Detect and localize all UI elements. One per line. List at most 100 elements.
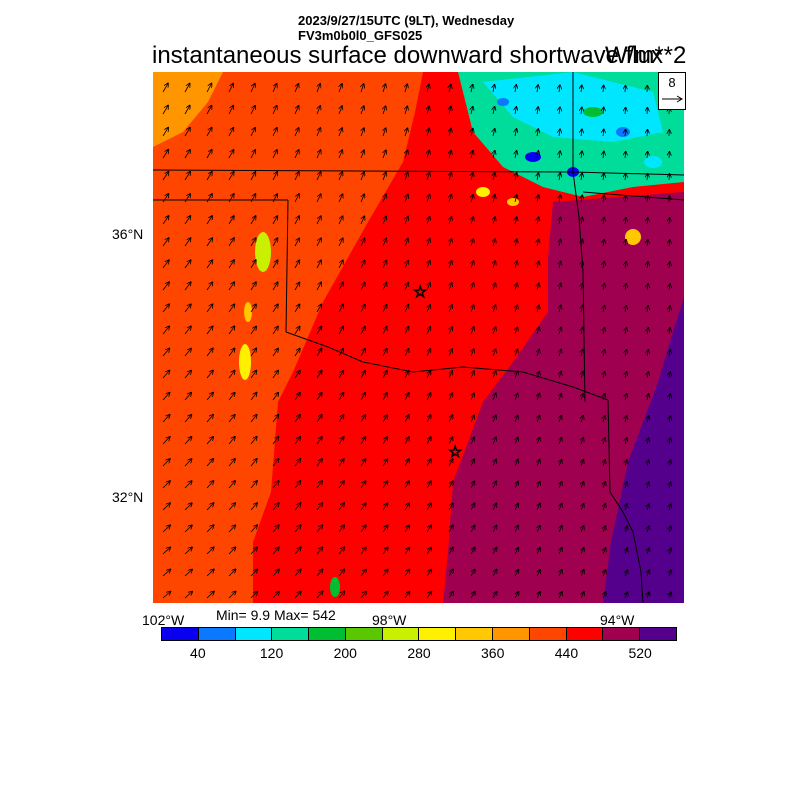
wind-arrow (338, 437, 344, 445)
wind-arrow (317, 84, 320, 93)
wind-arrow (625, 306, 626, 313)
wind-arrow (427, 371, 431, 379)
wind-arrow (448, 547, 453, 555)
wind-arrow (427, 261, 430, 269)
wind-arrow (581, 460, 583, 467)
wind-arrow (603, 218, 604, 225)
wind-arrow (294, 525, 301, 533)
cloud-cell (583, 107, 603, 117)
wind-arrow (272, 238, 278, 247)
wind-arrow (316, 481, 322, 489)
header-model: FV3m0b0l0_GFS025 (298, 28, 423, 43)
wind-arrow (162, 238, 169, 247)
wind-arrow (360, 481, 366, 489)
wind-arrow (206, 393, 213, 401)
wind-arrow (603, 460, 605, 467)
wind-arrow (427, 173, 430, 181)
wind-arrow (360, 503, 366, 511)
wind-arrow (361, 172, 364, 181)
wind-arrow (184, 547, 192, 555)
wind-arrow (581, 261, 583, 269)
wind-arrow (559, 305, 561, 313)
wind-arrow (581, 328, 583, 335)
wind-arrow (228, 260, 234, 269)
wind-arrow (448, 481, 453, 489)
wind-arrow (250, 84, 255, 93)
wind-arrow (206, 459, 213, 467)
wind-arrow (272, 415, 278, 423)
wind-arrow (647, 130, 648, 137)
wind-arrow (669, 548, 671, 555)
wind-arrow (206, 326, 213, 335)
wind-arrow (360, 349, 365, 357)
wind-arrow (449, 371, 452, 379)
wind-arrow (228, 569, 236, 577)
wind-arrow (647, 218, 648, 225)
wind-arrow (206, 569, 214, 577)
wind-arrow (625, 548, 627, 555)
wind-arrow (471, 349, 474, 357)
wind-arrow (559, 570, 562, 577)
wind-arrow (449, 217, 452, 225)
wind-arrow (471, 195, 473, 203)
wind-vectors (162, 83, 671, 599)
wind-arrow (228, 591, 236, 599)
wind-arrow (493, 371, 496, 379)
wind-arrow (515, 504, 518, 511)
wind-arrow (493, 349, 496, 357)
colorbar-swatch (272, 628, 310, 640)
wind-arrow (426, 437, 431, 445)
wind-arrow (294, 216, 299, 225)
wind-arrow (339, 84, 342, 93)
wind-arrow (669, 174, 670, 181)
plot-title: instantaneous surface downward shortwave… (152, 42, 663, 69)
wind-arrow (404, 437, 409, 445)
wind-arrow (228, 437, 235, 445)
wind-arrow (228, 150, 234, 159)
wind-arrow (515, 107, 516, 115)
wind-arrow (427, 195, 430, 203)
wind-arrow (603, 438, 605, 445)
wind-arrow (471, 129, 473, 137)
wind-arrow (338, 282, 343, 291)
wind-arrow (625, 592, 628, 599)
cloud-cell (244, 302, 252, 322)
wind-arrow (338, 591, 344, 599)
wind-arrow (471, 217, 473, 225)
wind-arrow (338, 393, 344, 401)
wind-arrow (228, 326, 235, 335)
wind-arrow (382, 591, 388, 599)
wind-arrow (184, 415, 192, 423)
wind-arrow (250, 238, 256, 247)
wind-arrow (515, 239, 517, 247)
wind-arrow (448, 459, 453, 467)
wind-arrow (162, 150, 168, 159)
wind-arrow (471, 107, 473, 115)
wind-arrow (404, 547, 410, 555)
wind-arrow (427, 106, 429, 115)
wind-arrow (559, 129, 560, 137)
wind-arrow (338, 547, 344, 555)
wind-arrow (625, 86, 626, 93)
wind-arrow (382, 437, 387, 445)
wind-arrow (272, 260, 278, 269)
wind-arrow (559, 592, 562, 599)
wind-arrow (647, 196, 648, 203)
wind-arrow (382, 503, 388, 511)
wind-arrow (625, 262, 626, 269)
wind-arrow (603, 174, 604, 181)
wind-arrow (316, 282, 321, 291)
wind-arrow (228, 84, 233, 93)
wind-arrow (250, 591, 258, 599)
wind-arrow (316, 327, 322, 335)
wind-arrow (206, 238, 212, 247)
wind-arrow (647, 438, 649, 445)
wind-arrow (228, 128, 233, 137)
wind-arrow (537, 592, 540, 599)
wind-arrow (383, 216, 386, 225)
wind-arrow (206, 216, 212, 225)
wind-arrow (294, 106, 299, 115)
wind-arrow (316, 569, 323, 577)
wind-arrow (471, 239, 473, 247)
wind-arrow (382, 327, 387, 335)
